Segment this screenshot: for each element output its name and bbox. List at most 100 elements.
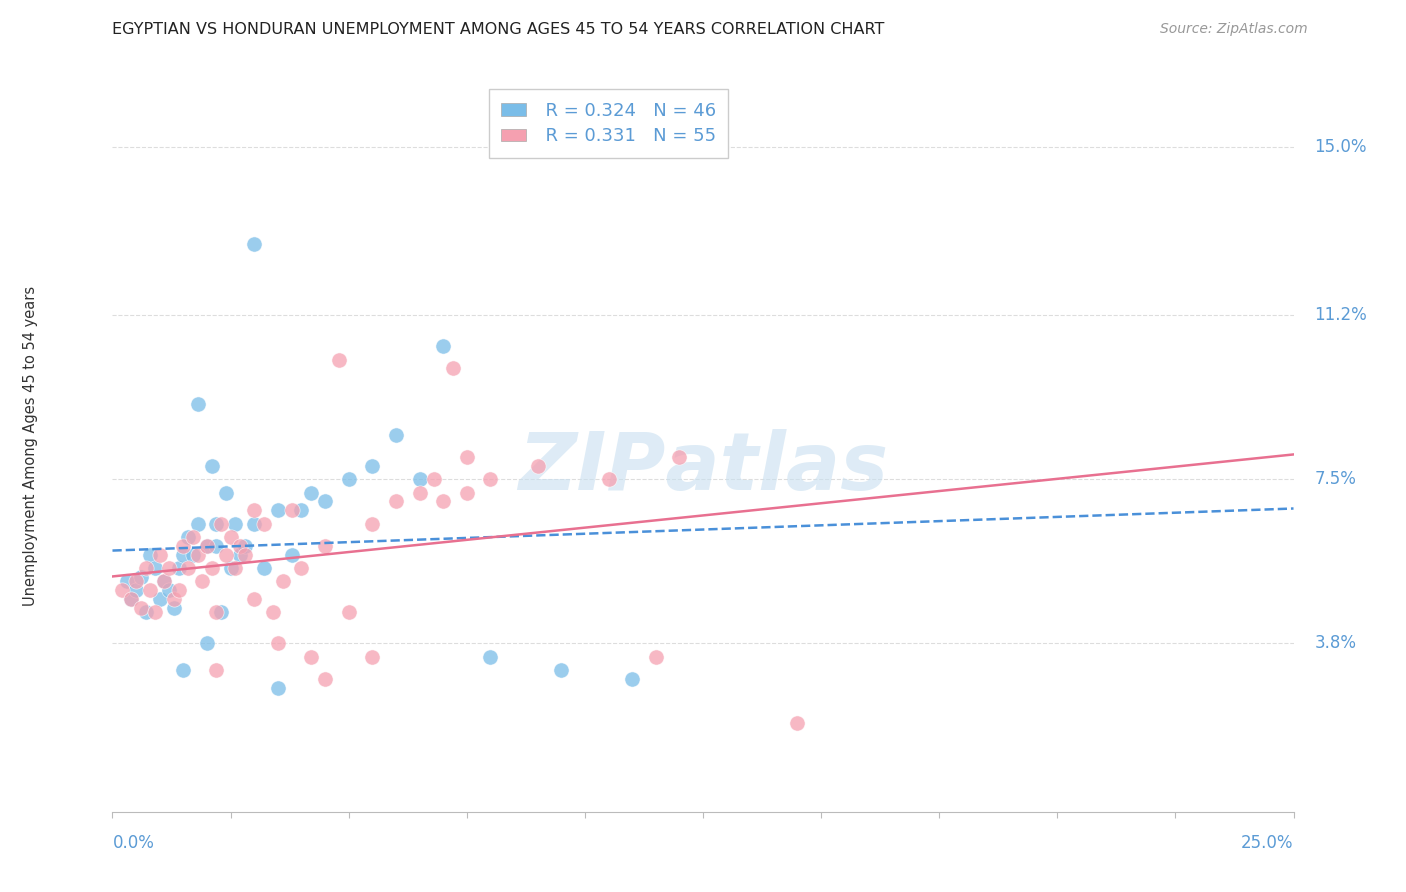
- Point: [328, 352, 350, 367]
- Point: [120, 591, 142, 606]
- Point: [125, 574, 148, 589]
- Point: [253, 561, 276, 575]
- Point: [139, 548, 162, 562]
- Point: [177, 561, 200, 575]
- Point: [233, 548, 256, 562]
- Point: [598, 472, 620, 486]
- Point: [181, 530, 204, 544]
- Point: [361, 516, 384, 531]
- Legend:   R = 0.324   N = 46,   R = 0.331   N = 55: R = 0.324 N = 46, R = 0.331 N = 55: [488, 89, 728, 158]
- Point: [125, 583, 148, 598]
- Point: [135, 605, 157, 619]
- Point: [299, 649, 322, 664]
- Point: [314, 494, 336, 508]
- Point: [209, 605, 232, 619]
- Point: [299, 485, 322, 500]
- Point: [644, 649, 666, 664]
- Point: [205, 605, 228, 619]
- Text: 25.0%: 25.0%: [1241, 834, 1294, 852]
- Point: [243, 237, 266, 252]
- Point: [195, 539, 218, 553]
- Text: Source: ZipAtlas.com: Source: ZipAtlas.com: [1160, 22, 1308, 37]
- Point: [281, 548, 304, 562]
- Point: [441, 361, 464, 376]
- Point: [267, 681, 290, 695]
- Point: [157, 561, 180, 575]
- Point: [408, 472, 430, 486]
- Text: 3.8%: 3.8%: [1315, 634, 1357, 652]
- Point: [290, 561, 312, 575]
- Point: [195, 636, 218, 650]
- Point: [337, 605, 360, 619]
- Point: [432, 494, 454, 508]
- Point: [167, 583, 190, 598]
- Point: [163, 591, 186, 606]
- Point: [290, 503, 312, 517]
- Point: [668, 450, 690, 464]
- Point: [186, 516, 208, 531]
- Point: [337, 472, 360, 486]
- Text: 11.2%: 11.2%: [1315, 306, 1368, 324]
- Point: [201, 561, 224, 575]
- Point: [172, 663, 194, 677]
- Point: [526, 458, 548, 473]
- Text: EGYPTIAN VS HONDURAN UNEMPLOYMENT AMONG AGES 45 TO 54 YEARS CORRELATION CHART: EGYPTIAN VS HONDURAN UNEMPLOYMENT AMONG …: [112, 22, 884, 37]
- Point: [229, 539, 252, 553]
- Point: [215, 485, 238, 500]
- Point: [229, 548, 252, 562]
- Point: [224, 561, 246, 575]
- Point: [209, 516, 232, 531]
- Point: [271, 574, 294, 589]
- Point: [205, 539, 228, 553]
- Point: [195, 539, 218, 553]
- Point: [153, 574, 176, 589]
- Point: [243, 503, 266, 517]
- Point: [149, 591, 172, 606]
- Point: [550, 663, 572, 677]
- Point: [172, 539, 194, 553]
- Point: [422, 472, 444, 486]
- Point: [786, 716, 808, 731]
- Point: [219, 530, 242, 544]
- Point: [186, 548, 208, 562]
- Point: [215, 548, 238, 562]
- Point: [385, 428, 408, 442]
- Point: [205, 663, 228, 677]
- Point: [479, 649, 502, 664]
- Point: [243, 516, 266, 531]
- Point: [267, 636, 290, 650]
- Point: [253, 516, 276, 531]
- Text: ZIP​atlas: ZIP​atlas: [517, 429, 889, 507]
- Point: [361, 649, 384, 664]
- Point: [456, 450, 478, 464]
- Point: [157, 583, 180, 598]
- Point: [456, 485, 478, 500]
- Point: [205, 516, 228, 531]
- Point: [149, 548, 172, 562]
- Point: [262, 605, 284, 619]
- Point: [186, 397, 208, 411]
- Point: [479, 472, 502, 486]
- Point: [621, 672, 644, 686]
- Point: [314, 539, 336, 553]
- Point: [139, 583, 162, 598]
- Point: [111, 583, 134, 598]
- Point: [201, 458, 224, 473]
- Point: [115, 574, 138, 589]
- Point: [224, 516, 246, 531]
- Point: [267, 503, 290, 517]
- Point: [129, 600, 152, 615]
- Text: 15.0%: 15.0%: [1315, 137, 1367, 156]
- Point: [153, 574, 176, 589]
- Text: 7.5%: 7.5%: [1315, 470, 1357, 488]
- Point: [233, 539, 256, 553]
- Point: [177, 530, 200, 544]
- Text: Unemployment Among Ages 45 to 54 years: Unemployment Among Ages 45 to 54 years: [24, 286, 38, 606]
- Point: [163, 600, 186, 615]
- Point: [385, 494, 408, 508]
- Point: [191, 574, 214, 589]
- Point: [281, 503, 304, 517]
- Point: [432, 339, 454, 353]
- Point: [143, 561, 166, 575]
- Point: [408, 485, 430, 500]
